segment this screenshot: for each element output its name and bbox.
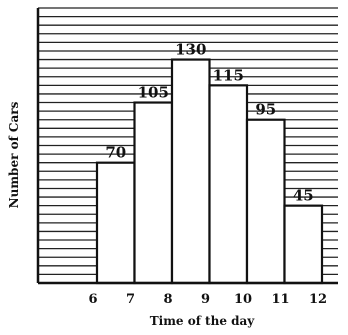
bars: [95, 58, 324, 285]
data-label: 130: [175, 41, 206, 59]
x-tick-label: 6: [88, 292, 97, 307]
x-tick-label: 7: [126, 292, 135, 307]
data-label: 115: [213, 66, 244, 84]
data-label: 105: [138, 84, 169, 102]
bar: [208, 84, 249, 285]
data-labels: 70 105 130 115 95 45: [105, 41, 313, 205]
x-tick-label: 8: [163, 292, 172, 307]
bar: [133, 101, 174, 285]
x-tick-label: 12: [309, 292, 327, 307]
x-tick-labels: 6 7 8 9 10 11 12: [88, 292, 327, 307]
bar: [170, 58, 211, 285]
x-tick-label: 11: [271, 292, 289, 307]
x-tick-label: 9: [201, 292, 210, 307]
axes: [36, 8, 338, 285]
data-label: 70: [105, 144, 126, 162]
data-label: 95: [255, 101, 276, 119]
x-tick-label: 10: [234, 292, 252, 307]
data-label: 45: [293, 187, 314, 205]
bar: [245, 118, 286, 285]
bar: [95, 161, 136, 285]
x-axis-title: Time of the day: [150, 314, 256, 328]
y-axis-title: Number of Cars: [7, 101, 21, 208]
bar: [283, 204, 324, 285]
